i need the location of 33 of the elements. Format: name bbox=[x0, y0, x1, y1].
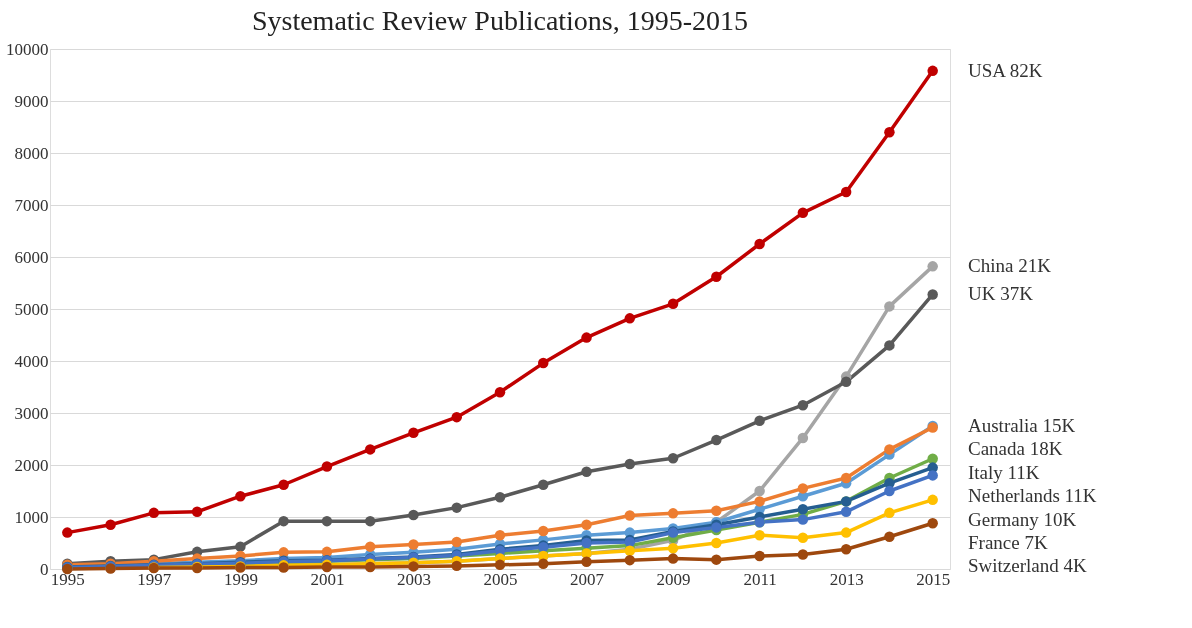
x-tick-label: 2001 bbox=[310, 569, 345, 589]
x-tick-label: 1999 bbox=[223, 569, 258, 589]
chart-title: Systematic Review Publications, 1995-2015 bbox=[251, 5, 749, 36]
series-label: USA 82K bbox=[968, 59, 1043, 81]
y-tick-label: 6000 bbox=[14, 247, 49, 267]
x-tick-label: 1997 bbox=[137, 569, 172, 589]
series-label: Netherlands 11K bbox=[968, 485, 1097, 507]
text: Switzerland 4K bbox=[968, 555, 1087, 577]
x-tick-label: 2013 bbox=[829, 569, 864, 589]
series-label: Canada 18K bbox=[968, 438, 1063, 460]
text: Germany 10K bbox=[968, 508, 1077, 530]
y-tick-label: 7000 bbox=[14, 195, 49, 215]
y-tick-label: 3000 bbox=[14, 403, 49, 423]
y-tick-label: 0 bbox=[40, 559, 49, 579]
y-tick-label: 4000 bbox=[14, 351, 49, 371]
series-label: Italy 11K bbox=[968, 461, 1040, 483]
x-tick-label: 2015 bbox=[916, 569, 951, 589]
y-tick-label: 5000 bbox=[14, 299, 49, 319]
x-tick-label: 2011 bbox=[743, 569, 777, 589]
x-tick-label: 2005 bbox=[483, 569, 518, 589]
series-label: UK 37K bbox=[968, 283, 1034, 305]
x-tick-label: 2007 bbox=[570, 569, 605, 589]
y-tick-label: 8000 bbox=[14, 143, 49, 163]
x-tick-label: 2003 bbox=[396, 569, 431, 589]
x-tick-label: 1995 bbox=[50, 569, 85, 589]
y-tick-label: 9000 bbox=[14, 91, 49, 111]
x-tick-label: 2009 bbox=[656, 569, 691, 589]
text: France 7K bbox=[968, 532, 1048, 553]
series-label: Australia 15K bbox=[968, 415, 1076, 436]
y-tick-label: 2000 bbox=[14, 455, 49, 475]
series-label: China 21K bbox=[968, 255, 1052, 277]
y-tick-label: 1000 bbox=[14, 507, 49, 527]
y-tick-label: 10000 bbox=[6, 39, 49, 59]
